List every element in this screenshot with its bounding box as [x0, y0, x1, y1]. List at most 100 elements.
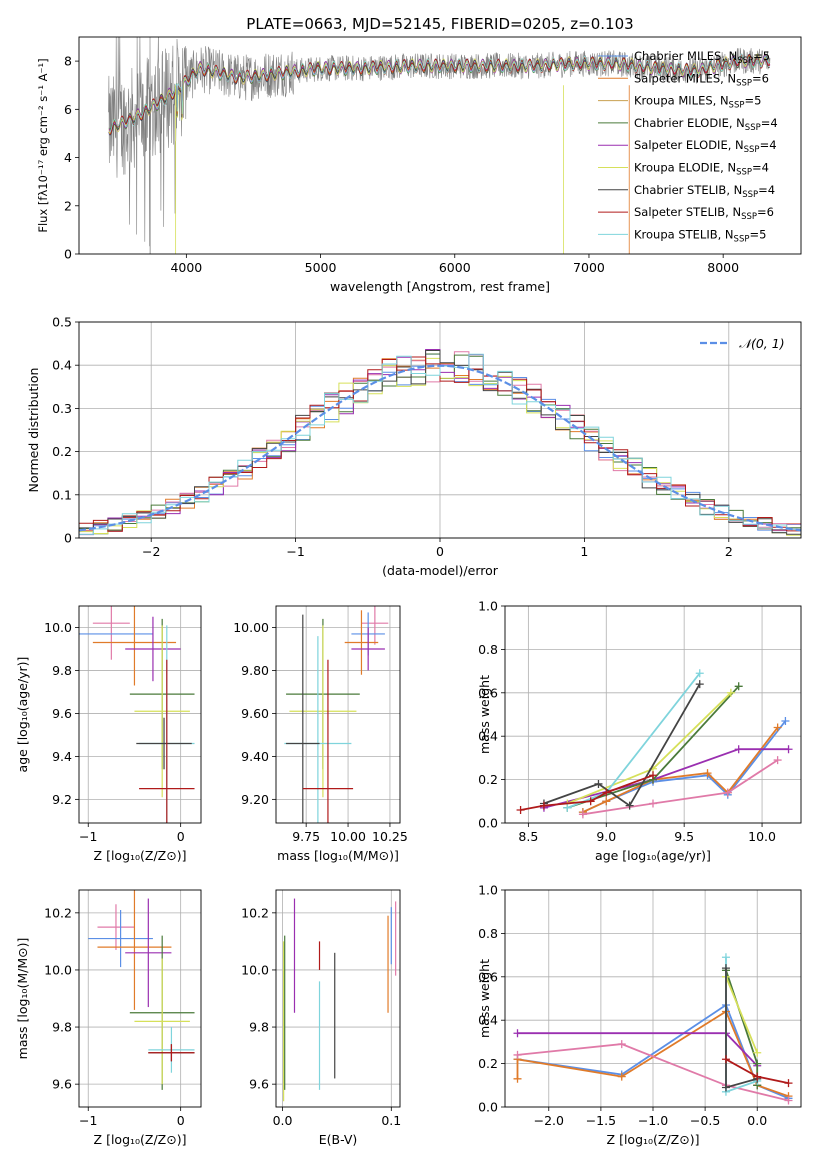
x-tick-label: 7000: [573, 260, 605, 275]
x-tick-label: −1.0: [638, 1113, 668, 1128]
x-axis-label: (data-model)/error: [382, 563, 499, 578]
observed-spectrum-line: [108, 37, 771, 247]
plot-area-mass-vs-Z: [88, 890, 195, 1090]
legend-subscript: SSP: [737, 56, 753, 66]
x-tick-label: −2: [142, 544, 160, 559]
legend-label: Salpeter STELIB, NSSP=6: [634, 205, 774, 222]
y-tick-label: 0.5: [52, 315, 72, 330]
weight-point-marker: [781, 717, 790, 726]
y-tick-label: 0.2: [52, 444, 72, 459]
weight-series-line: [517, 1043, 789, 1102]
y-tick-label: 1.0: [478, 599, 498, 614]
y-tick-label: 0.6: [478, 685, 498, 700]
plot-area-age-vs-mass: [284, 606, 389, 823]
y-axis-label: age [log₁₀(age/yr)]: [15, 657, 30, 773]
x-tick-label: 4000: [170, 260, 202, 275]
weight-point-marker: [594, 779, 603, 788]
panel-mass-vs-ebv: 0.0 0.1 9.6 9.8 10.0 10.2 E(B-V): [241, 889, 401, 1147]
y-tick-label: 0.4: [52, 358, 72, 373]
legend-value: =5: [744, 94, 761, 108]
plot-area-mass-vs-ebv: [283, 898, 397, 1102]
y-axis-label: Normed distribution: [26, 368, 41, 493]
normal-curve: [79, 364, 801, 532]
legend-label: Chabrier STELIB, NSSP=4: [634, 183, 775, 200]
axes-frame: [504, 605, 802, 824]
weight-point-marker: [721, 953, 730, 962]
legend-spectrum: Chabrier MILES, NSSP=5 Salpeter MILES, NS…: [598, 49, 778, 244]
weight-point-marker: [513, 1074, 522, 1083]
y-tick-label: 10.2: [44, 905, 72, 920]
weight-series-line: [543, 683, 701, 807]
y-tick-label: 10.0: [44, 962, 72, 977]
weight-point-marker: [602, 797, 611, 806]
y-tick-label: 0.0: [478, 816, 498, 831]
weight-point-marker: [617, 1072, 626, 1081]
model-spectrum-line: [109, 53, 771, 132]
axes-frame: [78, 605, 202, 824]
legend-value: =4: [758, 183, 775, 197]
y-tick-label: 9.6: [52, 706, 72, 721]
weight-point-marker: [703, 769, 712, 778]
x-tick-label: 6000: [439, 260, 471, 275]
axes-frame: [78, 889, 202, 1108]
y-tick-label: 2: [64, 198, 72, 213]
y-tick-label: 0.4: [478, 1013, 498, 1028]
panel-mass-weight-vs-Z: −2.0 −1.5 −1.0 −0.5 0.0 0.0 0.2 0.4 0.6 0.8 1.0 Z […: [477, 883, 802, 1147]
y-tick-label: 0.3: [52, 401, 72, 416]
legend-residuals: 𝒩(0, 1): [700, 336, 785, 351]
x-axis-label: wavelength [Angstrom, rest frame]: [330, 279, 550, 294]
weight-point-marker: [617, 1040, 626, 1049]
y-tick-label: 10.0: [44, 620, 72, 635]
y-tick-label: 0.4: [478, 729, 498, 744]
x-axis-label: Z [log₁₀(Z/Z⊙)]: [94, 848, 187, 863]
x-tick-label: −1: [79, 1113, 97, 1128]
legend-label: Salpeter MILES, NSSP=6: [634, 71, 769, 88]
legend-value: =6: [757, 205, 774, 219]
y-tick-label: 4: [64, 150, 72, 165]
weight-point-marker: [784, 745, 793, 754]
x-axis-label: E(B-V): [319, 1132, 358, 1147]
weight-point-marker: [753, 1048, 762, 1057]
x-tick-label: −2.0: [534, 1113, 564, 1128]
y-tick-label: 9.6: [52, 1077, 72, 1092]
legend-value: =4: [760, 138, 777, 152]
weight-point-marker: [734, 682, 743, 691]
legend-label: Chabrier MILES, NSSP=5: [634, 49, 770, 66]
axes-frame: [275, 605, 401, 824]
weight-point-marker: [784, 1096, 793, 1105]
x-tick-label: 8000: [707, 260, 739, 275]
y-axis-label: mass [log₁₀(M/M⊙)]: [15, 938, 30, 1060]
legend-subscript: SSP: [745, 123, 761, 133]
x-tick-label: 5000: [305, 260, 337, 275]
y-tick-label: 0.8: [478, 642, 498, 657]
x-tick-label: 0: [177, 1113, 185, 1128]
weight-point-marker: [784, 1079, 793, 1088]
panel-spectrum: 4000 5000 6000 7000 8000 0 2 4 6 8 wavelength [Ang…: [36, 36, 802, 294]
axes-frame: [78, 36, 802, 255]
x-tick-label: 0: [177, 829, 185, 844]
legend-subscript: SSP: [742, 190, 758, 200]
y-tick-label: 9.8: [52, 1020, 72, 1035]
x-tick-label: 10.0: [748, 829, 776, 844]
weight-point-marker: [753, 1072, 762, 1081]
y-tick-label: 9.4: [52, 749, 72, 764]
legend-subscript: SSP: [734, 234, 750, 244]
legend-value: =4: [752, 161, 769, 175]
y-tick-label: 10.0: [241, 962, 269, 977]
weight-series-line: [582, 726, 779, 813]
y-tick-label: 9.6: [249, 1077, 269, 1092]
weight-point-marker: [625, 801, 634, 810]
weight-series-line: [567, 685, 740, 809]
legend-subscript: SSP: [736, 78, 752, 88]
histogram-step: [79, 353, 801, 538]
x-tick-label: −0.5: [690, 1113, 720, 1128]
weight-point-marker: [516, 805, 525, 814]
legend-value: =5: [749, 227, 766, 241]
weight-point-marker: [649, 799, 657, 808]
weight-point-marker: [513, 1050, 522, 1059]
y-tick-label: 9.2: [52, 792, 72, 807]
weight-point-marker: [539, 801, 548, 810]
x-tick-label: 0: [436, 544, 444, 559]
plot-area-mass-weight-vs-age: [516, 669, 793, 819]
